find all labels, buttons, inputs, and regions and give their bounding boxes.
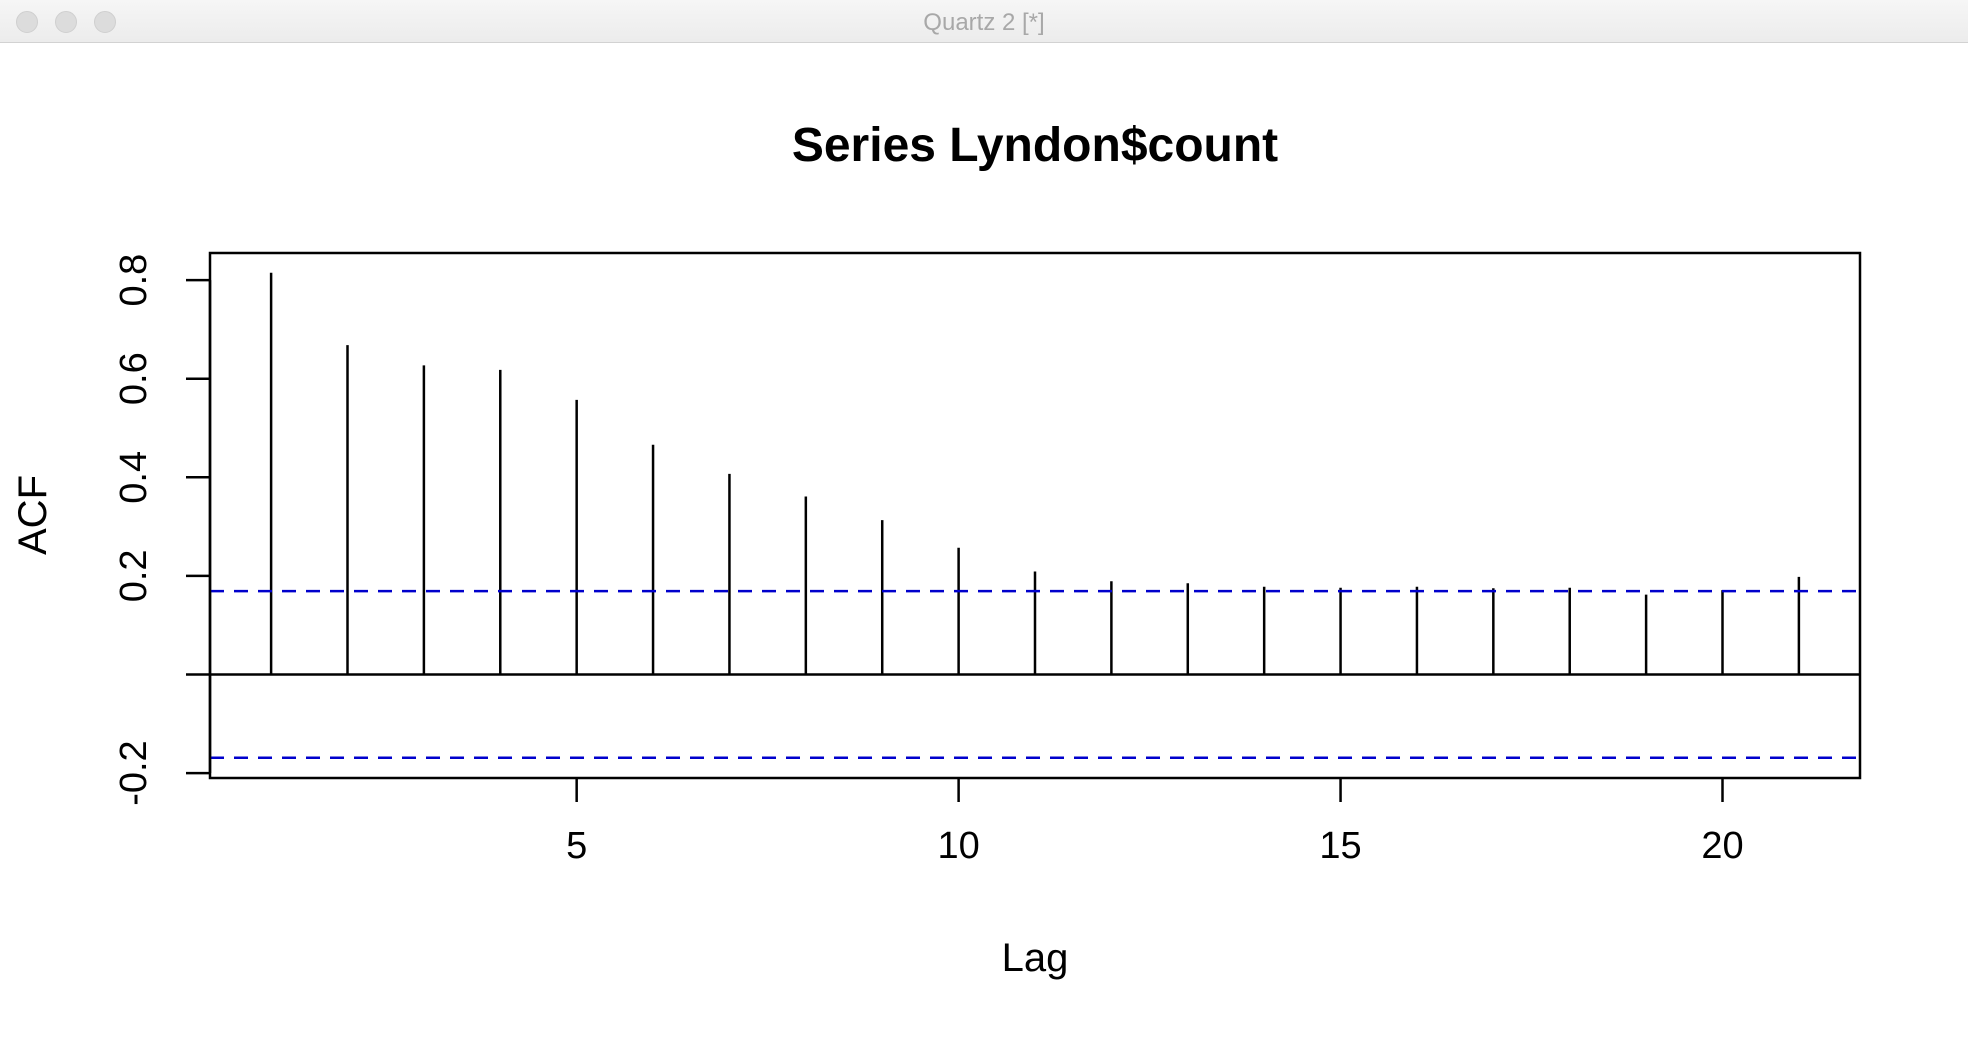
plot-area: Series Lyndon$count 5 10 15 20 -0.2 0.2 0.4 0.… — [0, 43, 1968, 1038]
acf-chart: Series Lyndon$count 5 10 15 20 -0.2 0.2 0.4 0.… — [11, 119, 1862, 980]
x-axis-label: Lag — [1002, 936, 1069, 980]
acf-bars — [269, 272, 1801, 675]
plot-frame — [208, 251, 1862, 780]
window-title: Quartz 2 [*] — [923, 9, 1045, 36]
x-tick-label-15: 15 — [1319, 825, 1361, 867]
y-tick-label-0_4: 0.4 — [113, 451, 155, 504]
x-tick-label-5: 5 — [566, 825, 587, 867]
confidence-bounds — [210, 589, 1860, 760]
y-axis-label: ACF — [11, 475, 55, 555]
zoom-button[interactable] — [94, 11, 116, 33]
window-titlebar: Quartz 2 [*] — [0, 0, 1968, 43]
chart-title: Series Lyndon$count — [792, 119, 1278, 172]
minimize-button[interactable] — [55, 11, 77, 33]
y-tick-label-0_6: 0.6 — [113, 352, 155, 405]
x-tick-label-20: 20 — [1701, 825, 1743, 867]
x-tick-label-10: 10 — [937, 825, 979, 867]
x-axis: 5 10 15 20 — [566, 778, 1744, 867]
y-axis: -0.2 0.2 0.4 0.6 0.8 — [113, 254, 212, 806]
y-tick-label-0_8: 0.8 — [113, 254, 155, 307]
close-button[interactable] — [16, 11, 38, 33]
y-tick-label--0_2: -0.2 — [113, 740, 155, 805]
y-tick-label-0_2: 0.2 — [113, 549, 155, 602]
